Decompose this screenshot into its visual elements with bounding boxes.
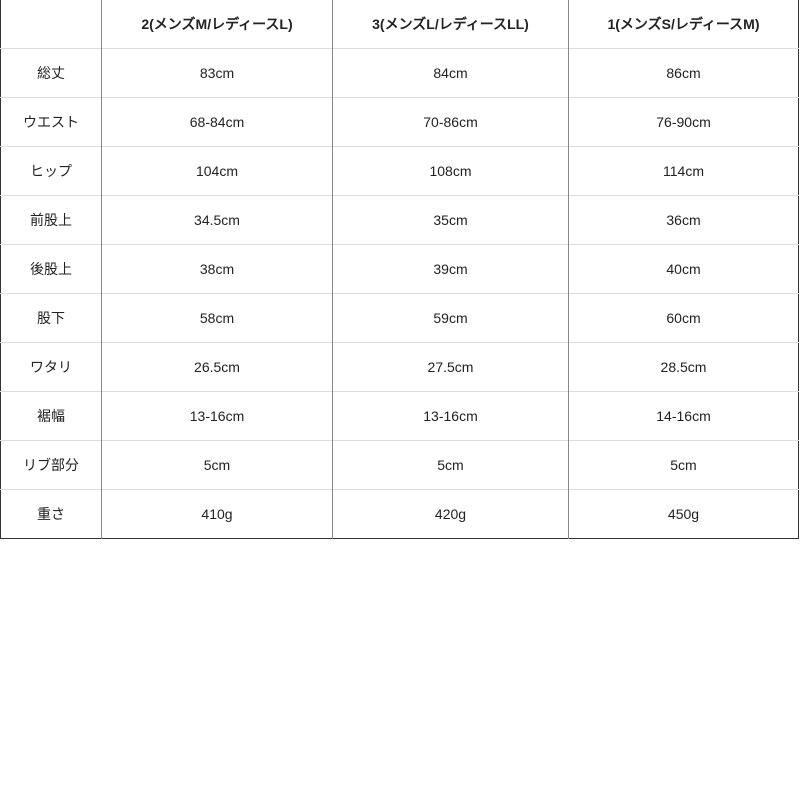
table-row: リブ部分 5cm 5cm 5cm [0, 440, 799, 490]
table-cell: 26.5cm [101, 342, 333, 392]
table-cell: 13-16cm [332, 391, 569, 441]
header-size-2: 2(メンズM/レディースL) [101, 0, 333, 49]
table-cell: 70-86cm [332, 97, 569, 147]
row-label: 裾幅 [0, 391, 102, 441]
table-cell: 38cm [101, 244, 333, 294]
row-label: ウエスト [0, 97, 102, 147]
table-cell: 58cm [101, 293, 333, 343]
table-row: ヒップ 104cm 108cm 114cm [0, 146, 799, 196]
table-row: 総丈 83cm 84cm 86cm [0, 48, 799, 98]
table-row: ワタリ 26.5cm 27.5cm 28.5cm [0, 342, 799, 392]
table-cell: 450g [568, 489, 799, 539]
table-cell: 13-16cm [101, 391, 333, 441]
table-row: 股下 58cm 59cm 60cm [0, 293, 799, 343]
table-cell: 68-84cm [101, 97, 333, 147]
table-cell: 59cm [332, 293, 569, 343]
table-cell: 5cm [332, 440, 569, 490]
table-cell: 27.5cm [332, 342, 569, 392]
table-cell: 40cm [568, 244, 799, 294]
row-label: 股下 [0, 293, 102, 343]
row-label: ワタリ [0, 342, 102, 392]
header-size-3: 3(メンズL/レディースLL) [332, 0, 569, 49]
table-cell: 86cm [568, 48, 799, 98]
table-cell: 114cm [568, 146, 799, 196]
table-cell: 34.5cm [101, 195, 333, 245]
table-cell: 60cm [568, 293, 799, 343]
row-label: 前股上 [0, 195, 102, 245]
table-row: 重さ 410g 420g 450g [0, 489, 799, 539]
table-cell: 39cm [332, 244, 569, 294]
table-cell: 410g [101, 489, 333, 539]
row-label: リブ部分 [0, 440, 102, 490]
size-table: 2(メンズM/レディースL) 3(メンズL/レディースLL) 1(メンズS/レデ… [0, 0, 799, 539]
header-row: 2(メンズM/レディースL) 3(メンズL/レディースLL) 1(メンズS/レデ… [1, 0, 799, 49]
table-cell: 5cm [101, 440, 333, 490]
row-label: 重さ [0, 489, 102, 539]
table-cell: 76-90cm [568, 97, 799, 147]
row-label: ヒップ [0, 146, 102, 196]
table-row: 前股上 34.5cm 35cm 36cm [0, 195, 799, 245]
table-row: 後股上 38cm 39cm 40cm [0, 244, 799, 294]
table-cell: 28.5cm [568, 342, 799, 392]
table-cell: 14-16cm [568, 391, 799, 441]
table-cell: 84cm [332, 48, 569, 98]
table-cell: 108cm [332, 146, 569, 196]
table-row: 裾幅 13-16cm 13-16cm 14-16cm [0, 391, 799, 441]
header-size-1: 1(メンズS/レディースM) [568, 0, 799, 49]
row-label: 総丈 [0, 48, 102, 98]
table-cell: 420g [332, 489, 569, 539]
row-label: 後股上 [0, 244, 102, 294]
table-cell: 5cm [568, 440, 799, 490]
table-cell: 83cm [101, 48, 333, 98]
table-cell: 35cm [332, 195, 569, 245]
header-corner [1, 0, 102, 49]
table-cell: 36cm [568, 195, 799, 245]
table-cell: 104cm [101, 146, 333, 196]
table-row: ウエスト 68-84cm 70-86cm 76-90cm [0, 97, 799, 147]
